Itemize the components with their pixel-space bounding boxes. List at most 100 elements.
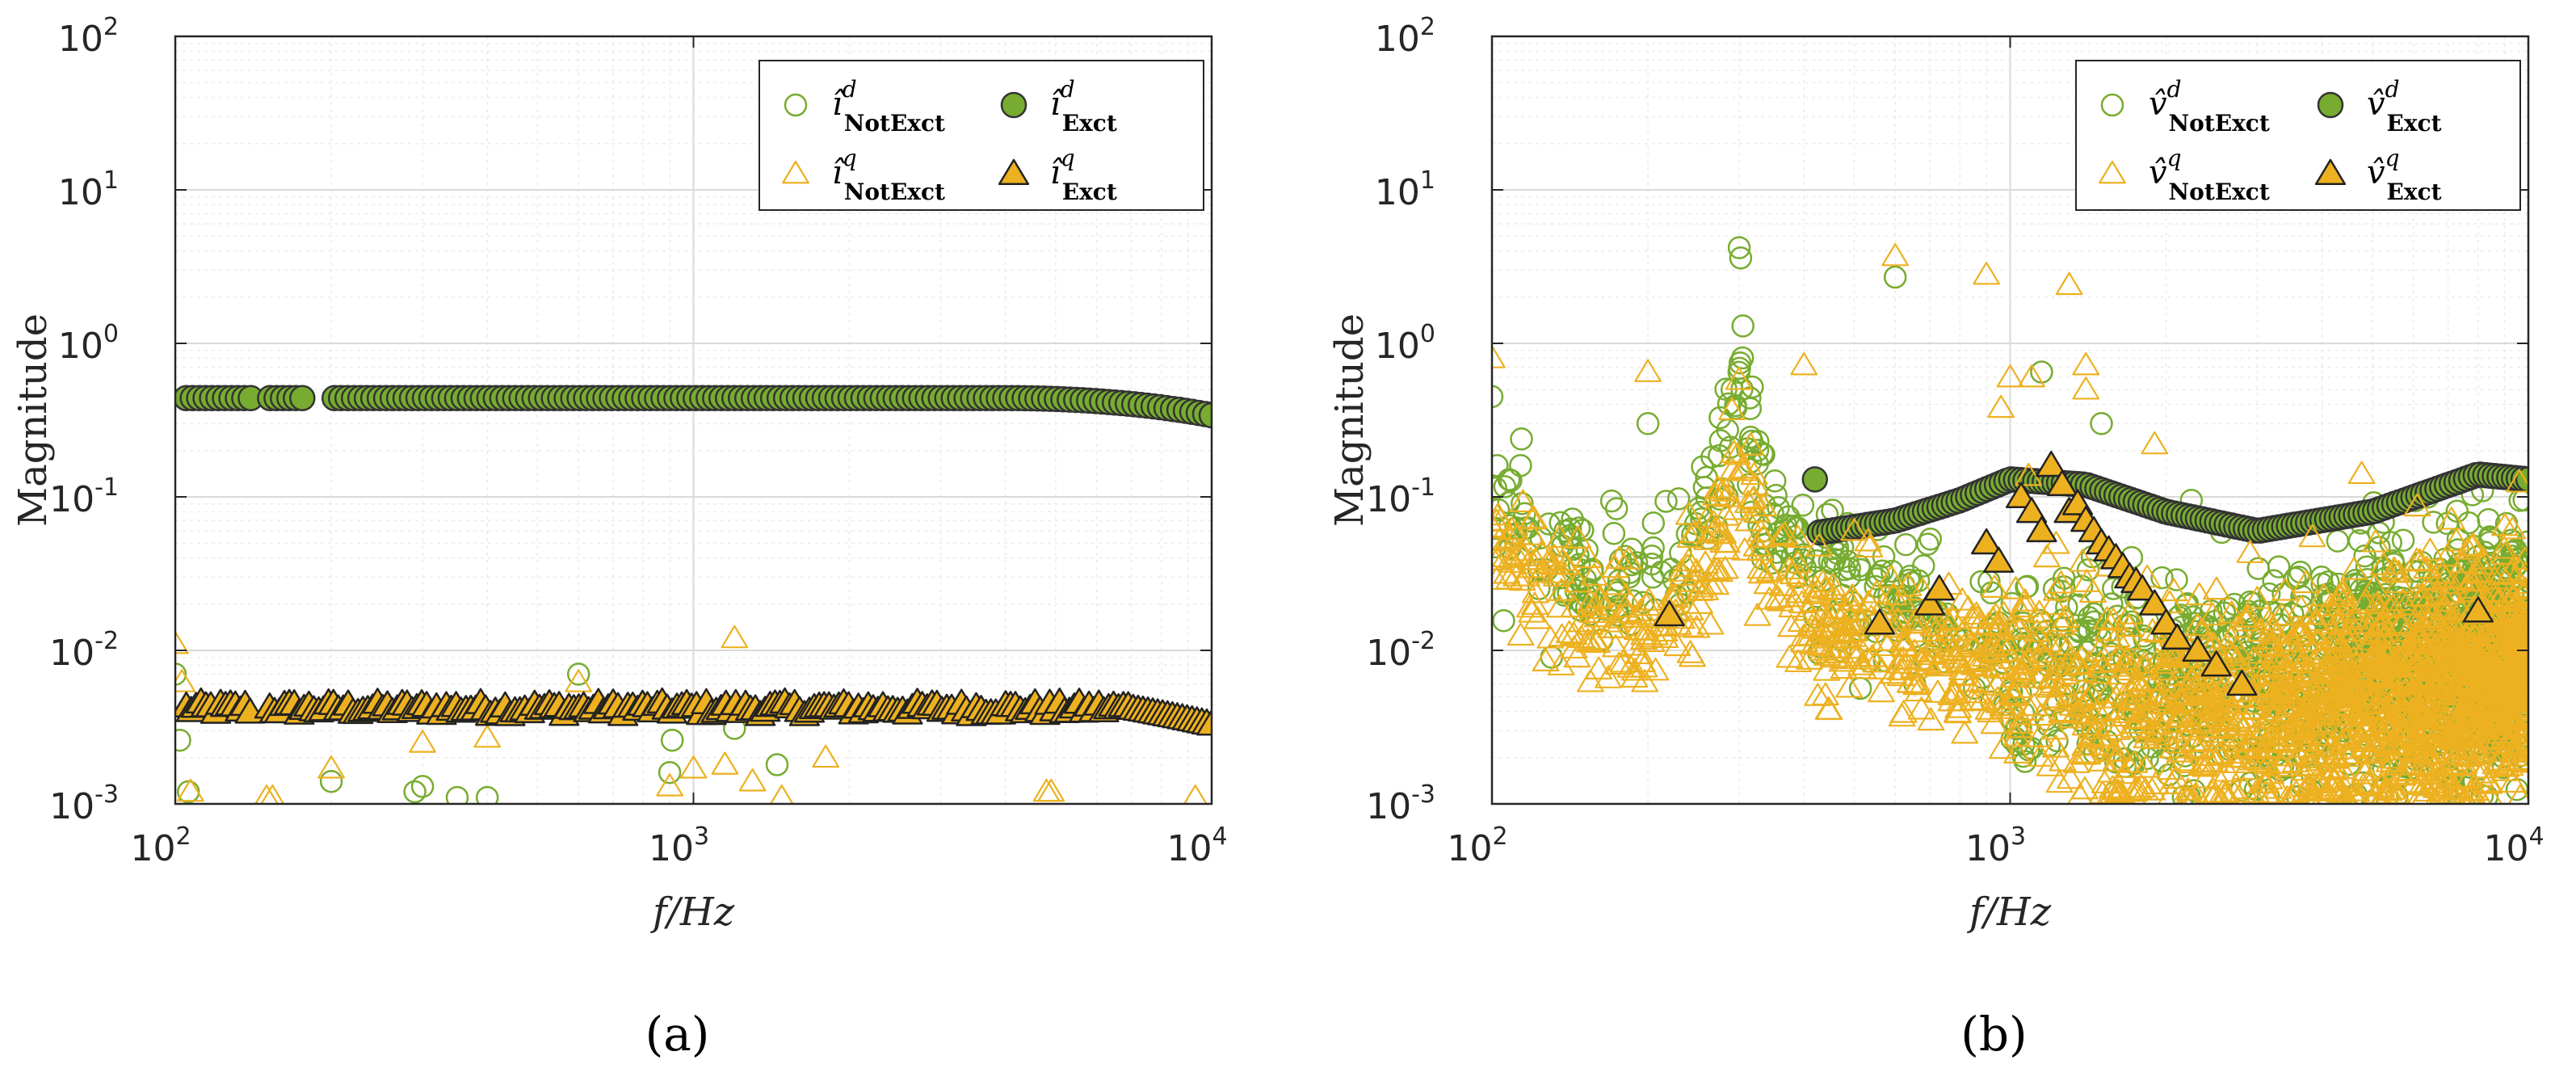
data-point (2347, 461, 2376, 485)
data-point (2416, 537, 2444, 562)
data-point (1616, 654, 1645, 678)
data-point (1791, 494, 1815, 517)
legend-symbol: v̂ (2367, 86, 2385, 123)
legend-superscript: q (2167, 145, 2182, 171)
data-point (1820, 644, 1848, 668)
data-point (1813, 642, 1842, 666)
legend-marker (782, 160, 809, 184)
data-point (2403, 738, 2431, 762)
data-point (2509, 732, 2528, 755)
legend-superscript: q (843, 145, 857, 171)
tick-exponent: 3 (694, 822, 709, 851)
y-tick-label: 100 (1375, 320, 1435, 367)
data-point (2258, 784, 2283, 804)
data-point (1817, 577, 1844, 600)
data-point (1604, 572, 1632, 595)
data-point (1583, 629, 1611, 654)
data-point (1801, 466, 1829, 493)
data-point (1862, 649, 1890, 673)
data-point (1901, 638, 1929, 662)
data-point (2368, 709, 2397, 733)
data-point (2213, 716, 2242, 740)
data-point (1706, 520, 1734, 545)
data-point (2431, 647, 2458, 671)
data-point (2313, 701, 2340, 725)
data-point (2099, 780, 2127, 804)
data-point (2380, 748, 2407, 772)
series-i_q-exct (175, 687, 1212, 736)
data-point (2452, 742, 2480, 766)
data-point (2386, 610, 2414, 634)
data-point (2246, 641, 2275, 664)
data-point (1634, 359, 1662, 382)
data-point (2309, 722, 2337, 747)
data-point (2290, 757, 2318, 781)
data-point (2408, 616, 2436, 641)
data-point (1746, 537, 1775, 562)
data-point (2497, 675, 2524, 698)
data-point (1702, 557, 1730, 581)
data-point (2299, 650, 2327, 674)
x-tick-label: 104 (1166, 822, 1227, 869)
data-point (2026, 724, 2053, 747)
data-point (2102, 748, 2130, 772)
data-point (1999, 664, 2028, 688)
data-point (1727, 236, 1751, 259)
data-point (1743, 603, 1771, 626)
data-point (2325, 684, 2353, 707)
data-point (2027, 702, 2055, 726)
data-point (2267, 633, 2296, 656)
data-point (2481, 703, 2510, 727)
data-point (1630, 654, 1658, 678)
data-point (1567, 608, 1595, 633)
y-tick-label: 10-1 (49, 473, 119, 520)
data-point (2479, 727, 2507, 751)
data-point (1700, 445, 1724, 469)
data-point (2387, 761, 2415, 784)
data-point (289, 385, 316, 411)
data-point (1987, 394, 2015, 419)
data-point (475, 785, 499, 804)
data-point (1877, 565, 1906, 588)
data-point (2477, 507, 2500, 532)
legend-symbol: î (1050, 86, 1063, 123)
data-point (2457, 679, 2485, 703)
data-point (1709, 529, 1738, 553)
data-point (1722, 497, 1750, 520)
legend-label: îq Exct (1050, 145, 1117, 205)
data-point (1946, 634, 1973, 658)
data-point (2067, 593, 2091, 616)
data-point (2165, 568, 2188, 591)
data-point (1632, 591, 1655, 614)
data-point (660, 728, 684, 752)
data-point (1978, 632, 2007, 656)
data-point (2138, 777, 2166, 801)
data-point (2163, 704, 2191, 727)
tick-base: 10 (1375, 19, 1420, 60)
data-point (2026, 743, 2054, 767)
data-point (1750, 493, 1778, 517)
data-point (2275, 619, 2302, 642)
data-point (1767, 495, 1790, 519)
legend-item: v̂q NotExct (2099, 145, 2270, 205)
tick-exponent: 1 (103, 166, 119, 195)
data-point (2303, 629, 2331, 652)
data-point (2390, 667, 2418, 692)
legend-marker (2317, 91, 2344, 119)
data-point (2435, 580, 2463, 604)
data-point (2383, 752, 2411, 776)
data-point (1532, 648, 1560, 672)
data-point (1546, 595, 1574, 618)
data-point (2159, 735, 2187, 759)
data-point (2048, 700, 2075, 723)
data-point (1519, 506, 1546, 530)
data-point (2018, 364, 2045, 388)
data-point (2485, 747, 2512, 771)
data-point (1835, 675, 1864, 698)
data-point (2179, 714, 2206, 738)
data-point (1889, 627, 1918, 650)
data-point (2299, 741, 2327, 765)
data-point (1933, 608, 1961, 631)
data-point (1737, 432, 1765, 456)
